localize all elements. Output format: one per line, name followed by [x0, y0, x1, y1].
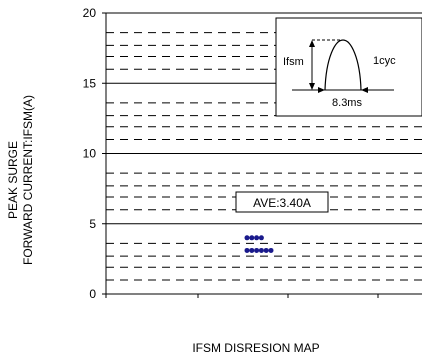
y-tick-label: 5 — [89, 217, 96, 231]
data-point — [244, 235, 250, 241]
y-tick-label: 10 — [83, 147, 97, 161]
inset-frame — [275, 17, 422, 117]
data-point — [254, 235, 260, 241]
data-point — [254, 247, 260, 253]
y-axis-title-line2: FORWARD CURRENT:IFSM(A) — [21, 95, 35, 265]
inset-width-arrowhead-right — [361, 87, 368, 93]
average-annotation-box — [235, 191, 329, 213]
axis-layer: 0 5 10 15 20 — [83, 6, 422, 301]
data-point — [244, 247, 250, 253]
data-points — [244, 235, 274, 253]
average-annotation: AVE:3.40A — [235, 191, 329, 213]
inset-label-1cyc: 1cyc — [373, 55, 396, 67]
inset-ifsm-arrow-up — [309, 40, 315, 47]
waveform-inset: Ifsm 1cyc 8.3ms — [275, 17, 422, 117]
x-axis-title: IFSM DISRESION MAP — [192, 341, 319, 355]
grid-layer — [106, 12, 422, 281]
data-point — [258, 247, 264, 253]
inset-label-ifsm: Ifsm — [283, 56, 304, 68]
data-point — [268, 247, 274, 253]
data-point — [249, 247, 255, 253]
inset-label-8-3ms: 8.3ms — [332, 97, 362, 109]
inset-width-arrowhead-left — [318, 87, 325, 93]
y-axis-title-line1: PEAK SURGE — [6, 141, 20, 219]
y-tick-label: 20 — [83, 6, 97, 20]
y-tick-label: 0 — [89, 287, 96, 301]
average-annotation-text: AVE:3.40A — [253, 196, 311, 210]
data-point — [263, 247, 269, 253]
data-point — [258, 235, 264, 241]
data-point — [249, 235, 255, 241]
inset-ifsm-arrow-down — [309, 83, 315, 90]
y-tick-label: 15 — [83, 76, 97, 90]
